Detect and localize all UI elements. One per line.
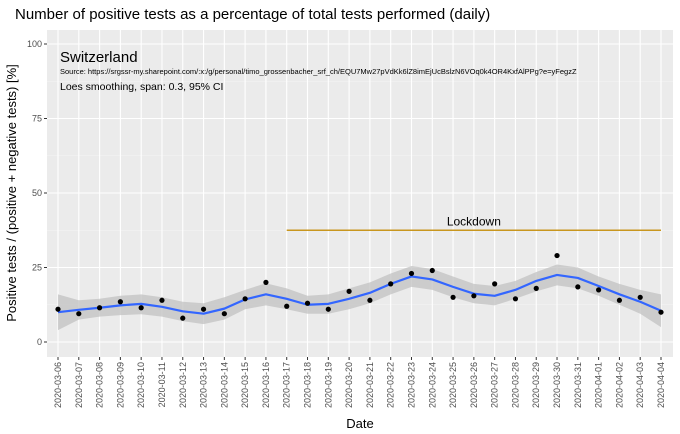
data-point bbox=[637, 294, 643, 300]
x-axis-title: Date bbox=[346, 416, 373, 431]
x-tick-label: 2020-03-08 bbox=[95, 362, 105, 408]
data-point bbox=[221, 311, 227, 317]
x-tick-label: 2020-03-07 bbox=[74, 362, 84, 408]
x-tick-label: 2020-03-06 bbox=[53, 362, 63, 408]
lockdown-label: Lockdown bbox=[447, 214, 501, 228]
x-tick-label: 2020-03-21 bbox=[365, 362, 375, 408]
x-tick-label: 2020-03-09 bbox=[115, 362, 125, 408]
x-tick-label: 2020-03-25 bbox=[448, 362, 458, 408]
y-tick-label: 75 bbox=[32, 114, 42, 124]
smoothing-note: Loes smoothing, span: 0.3, 95% CI bbox=[60, 81, 223, 93]
data-point bbox=[658, 309, 664, 315]
confidence-band bbox=[58, 264, 661, 331]
data-point bbox=[575, 284, 581, 290]
data-point bbox=[138, 305, 144, 311]
x-tick-label: 2020-03-18 bbox=[303, 362, 313, 408]
data-point bbox=[554, 252, 560, 259]
x-tick-label: 2020-03-31 bbox=[573, 362, 583, 408]
data-point bbox=[325, 306, 331, 312]
y-tick-label: 0 bbox=[37, 337, 42, 347]
data-points bbox=[55, 252, 664, 321]
x-tick-label: 2020-03-11 bbox=[157, 362, 167, 407]
data-point bbox=[471, 293, 477, 299]
x-tick-label: 2020-03-14 bbox=[219, 362, 229, 408]
x-tick-label: 2020-03-30 bbox=[552, 362, 562, 408]
x-tick-label: 2020-04-01 bbox=[594, 362, 604, 408]
x-tick-label: 2020-03-29 bbox=[531, 362, 541, 408]
x-tick-label: 2020-03-28 bbox=[510, 362, 520, 408]
y-axis-title: Positive tests / (positive + negative te… bbox=[4, 64, 19, 322]
x-tick-label: 2020-03-17 bbox=[282, 362, 292, 408]
data-point bbox=[512, 296, 519, 302]
x-tick-label: 2020-03-26 bbox=[469, 362, 479, 408]
x-tick-label: 2020-03-15 bbox=[240, 362, 250, 408]
chart-title: Number of positive tests as a percentage… bbox=[15, 6, 490, 23]
y-tick-label: 50 bbox=[32, 188, 42, 198]
data-point bbox=[492, 281, 498, 287]
x-tick-label: 2020-04-04 bbox=[656, 362, 666, 408]
smooth-line bbox=[57, 273, 662, 315]
panel-title: Switzerland bbox=[60, 49, 138, 66]
data-point bbox=[200, 306, 207, 312]
data-point bbox=[429, 267, 435, 274]
data-point bbox=[367, 297, 373, 303]
x-tick-label: 2020-04-02 bbox=[614, 362, 624, 408]
source-text: Source: https://srgssr-my.sharepoint.com… bbox=[60, 67, 577, 76]
y-tick-label: 100 bbox=[27, 39, 42, 49]
data-point bbox=[159, 297, 165, 303]
x-tick-label: 2020-03-24 bbox=[427, 362, 437, 408]
x-tick-label: 2020-03-23 bbox=[406, 362, 416, 408]
data-point bbox=[408, 270, 415, 277]
x-tick-label: 2020-03-13 bbox=[199, 362, 209, 408]
data-point bbox=[346, 288, 352, 294]
x-tick-label: 2020-04-03 bbox=[635, 362, 645, 408]
data-point bbox=[55, 306, 61, 312]
data-point bbox=[180, 315, 186, 321]
x-tick-label: 2020-03-12 bbox=[178, 362, 188, 408]
x-tick-label: 2020-03-19 bbox=[323, 362, 333, 408]
data-point bbox=[76, 311, 82, 317]
data-point bbox=[284, 303, 290, 309]
data-point bbox=[533, 285, 539, 291]
x-tick-label: 2020-03-10 bbox=[136, 362, 146, 408]
data-point bbox=[616, 297, 623, 303]
data-point bbox=[263, 279, 269, 285]
data-point bbox=[596, 287, 602, 293]
data-point bbox=[96, 305, 103, 311]
data-point bbox=[304, 300, 311, 306]
y-tick-label: 25 bbox=[32, 263, 42, 273]
x-tick-label: 2020-03-27 bbox=[490, 362, 500, 408]
data-point bbox=[388, 281, 394, 287]
x-axis-ticks: 2020-03-06 2020-03-07 2020-03-08 2020-03-09… bbox=[53, 357, 666, 408]
data-point bbox=[242, 296, 248, 302]
x-tick-label: 2020-03-22 bbox=[386, 362, 396, 408]
y-axis-ticks: 0 25 50 75 100 bbox=[27, 39, 47, 347]
x-tick-label: 2020-03-16 bbox=[261, 362, 271, 408]
data-point bbox=[450, 294, 456, 300]
data-point bbox=[117, 299, 123, 305]
x-tick-label: 2020-03-20 bbox=[344, 362, 354, 408]
